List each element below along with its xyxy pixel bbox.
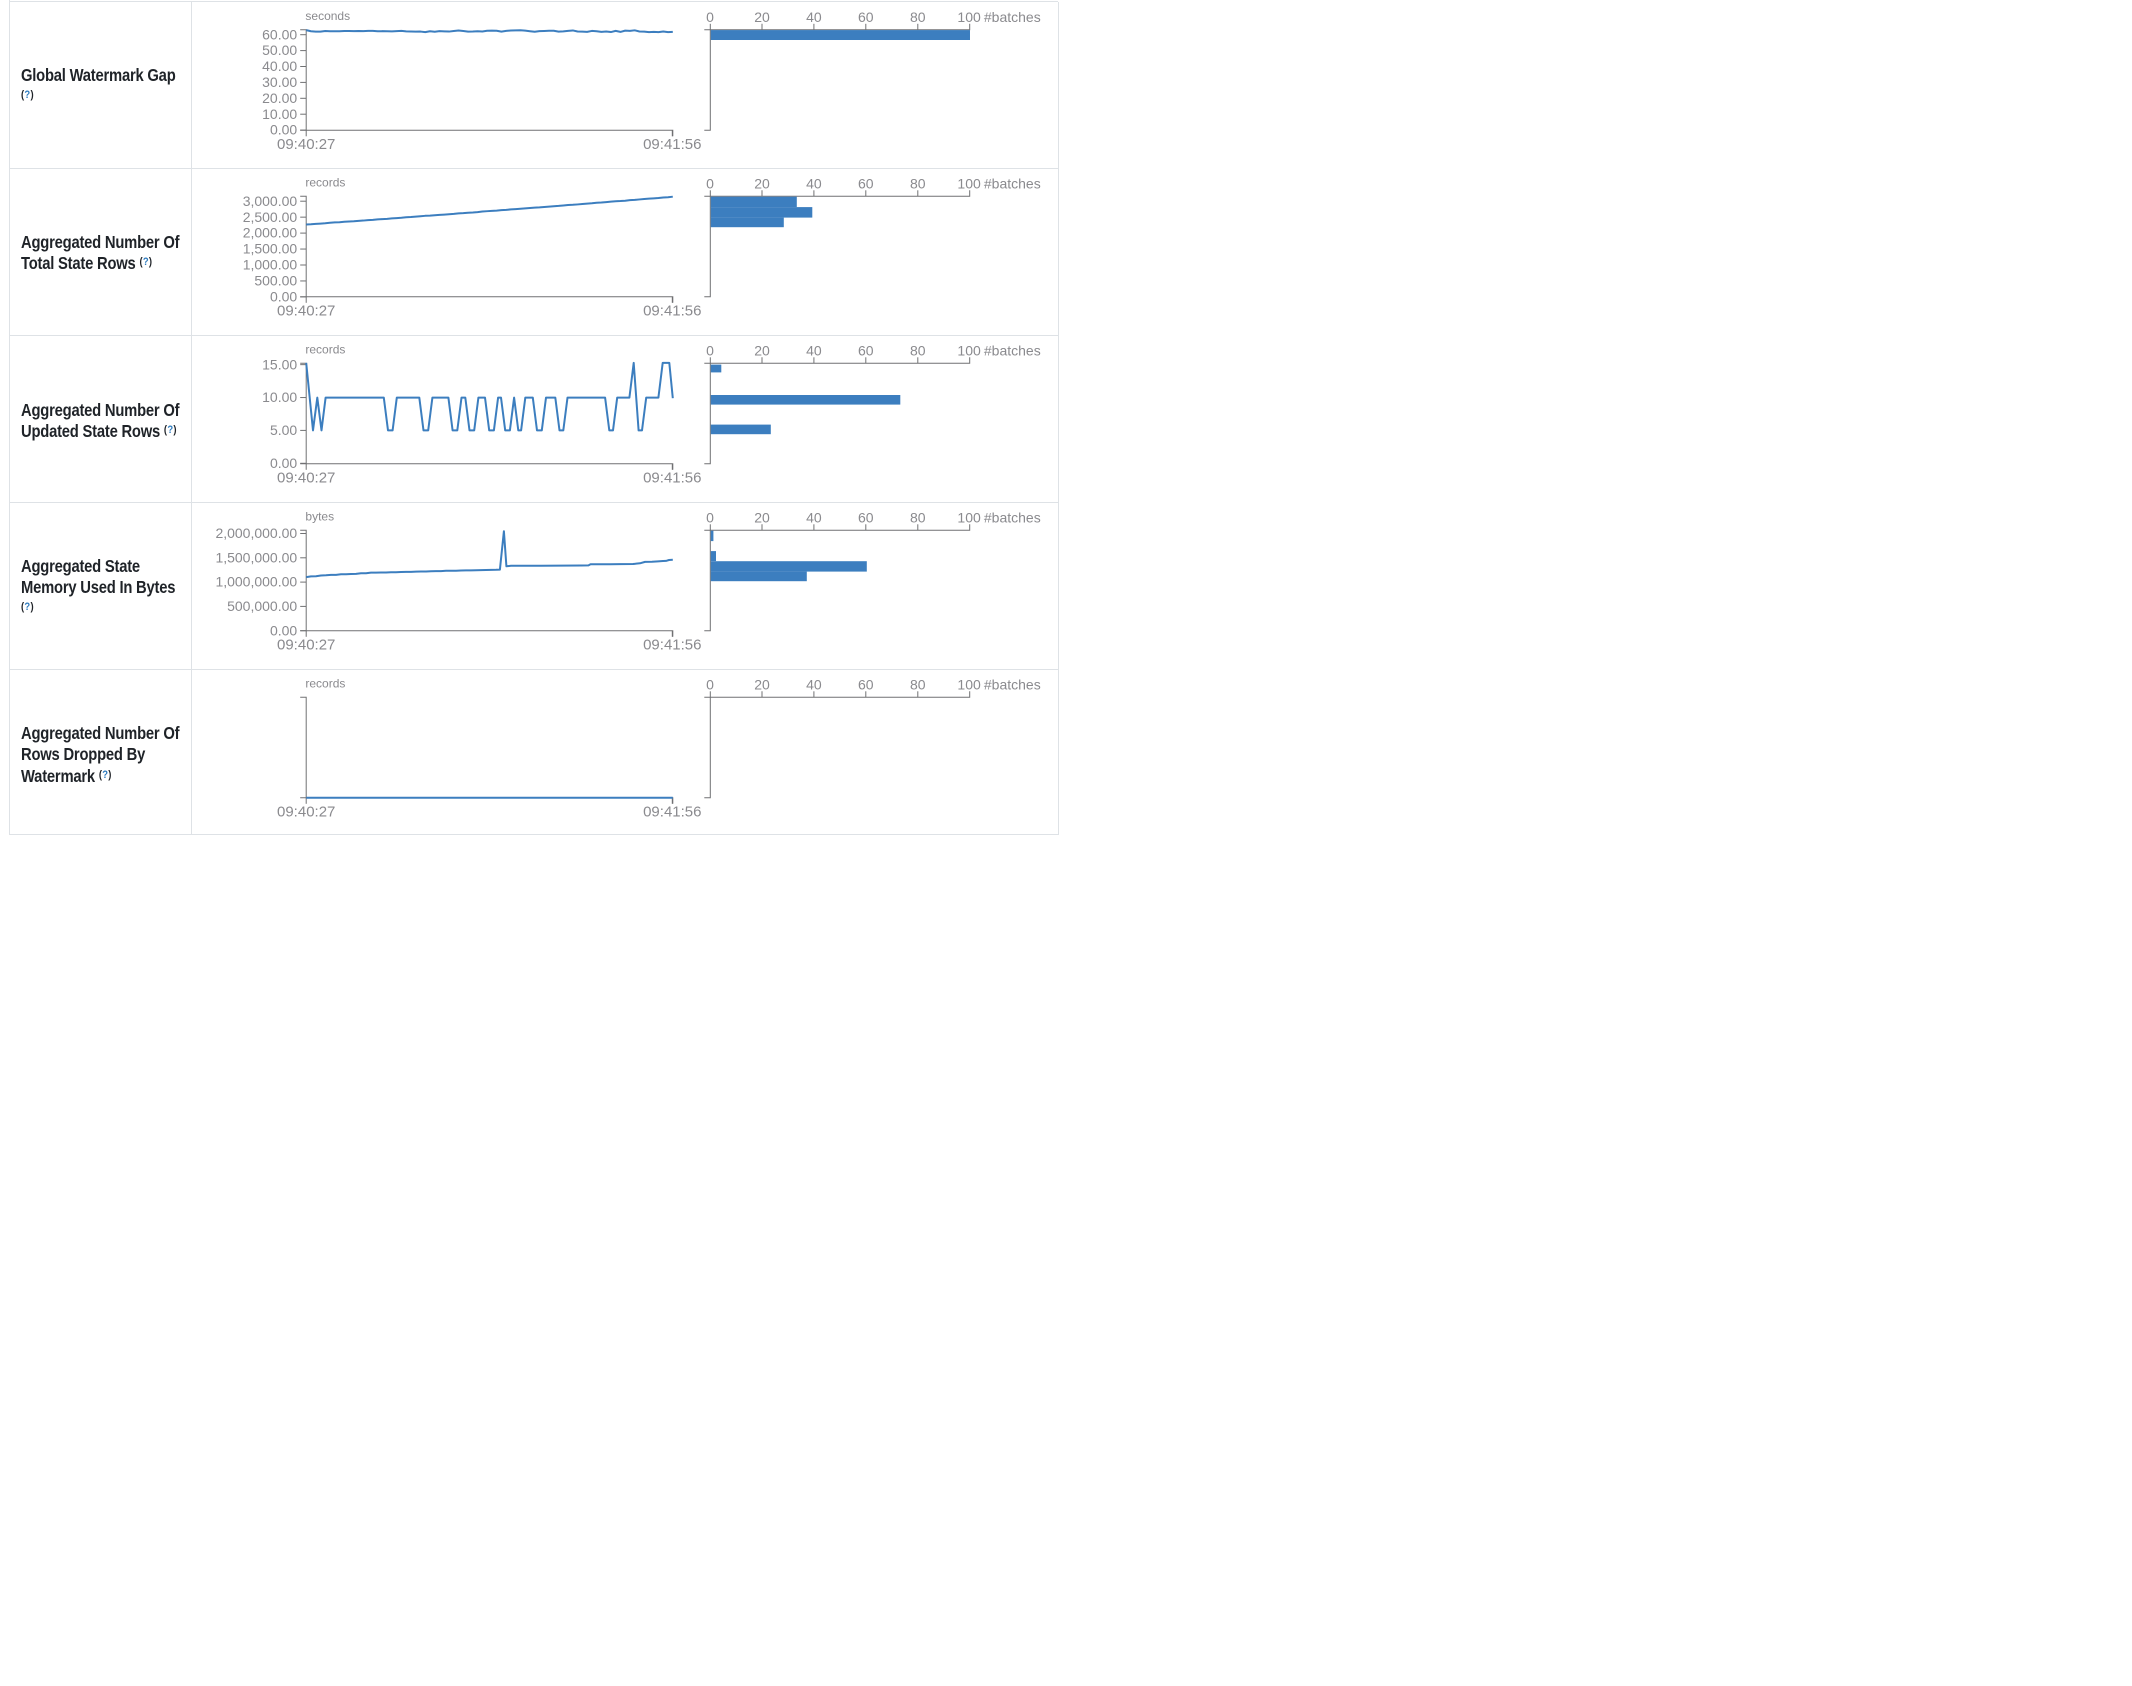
svg-text:80: 80 xyxy=(910,9,926,25)
svg-text:records: records xyxy=(305,343,345,357)
svg-text:5.00: 5.00 xyxy=(270,422,297,438)
svg-text:09:40:27: 09:40:27 xyxy=(277,303,335,320)
svg-text:40: 40 xyxy=(806,175,822,191)
svg-text:0: 0 xyxy=(706,9,714,25)
svg-text:60: 60 xyxy=(858,342,874,358)
svg-text:0.00: 0.00 xyxy=(270,455,297,471)
svg-text:0.00: 0.00 xyxy=(270,122,297,138)
svg-text:0.00: 0.00 xyxy=(270,622,297,638)
svg-text:1,500,000.00: 1,500,000.00 xyxy=(215,549,297,565)
svg-text:2,000.00: 2,000.00 xyxy=(243,225,298,241)
svg-text:60: 60 xyxy=(858,509,874,525)
svg-text:2,500.00: 2,500.00 xyxy=(243,209,298,225)
svg-text:09:40:27: 09:40:27 xyxy=(277,637,335,654)
svg-text:20: 20 xyxy=(754,676,770,692)
svg-text:80: 80 xyxy=(910,175,926,191)
svg-text:60.00: 60.00 xyxy=(262,26,297,42)
svg-text:0: 0 xyxy=(706,175,714,191)
svg-text:40: 40 xyxy=(806,509,822,525)
svg-text:#batches: #batches xyxy=(984,9,1041,25)
svg-text:20.00: 20.00 xyxy=(262,90,297,106)
svg-text:09:40:27: 09:40:27 xyxy=(277,470,335,487)
svg-text:15.00: 15.00 xyxy=(262,356,297,372)
svg-text:0.00: 0.00 xyxy=(270,289,297,305)
svg-text:#batches: #batches xyxy=(984,676,1041,692)
svg-text:20: 20 xyxy=(754,9,770,25)
svg-text:100: 100 xyxy=(957,342,981,358)
svg-text:60: 60 xyxy=(858,9,874,25)
svg-text:09:41:56: 09:41:56 xyxy=(643,303,701,320)
svg-text:09:40:27: 09:40:27 xyxy=(277,136,335,153)
svg-text:20: 20 xyxy=(754,509,770,525)
svg-text:09:41:56: 09:41:56 xyxy=(643,637,701,654)
svg-text:09:40:27: 09:40:27 xyxy=(277,804,335,821)
svg-text:30.00: 30.00 xyxy=(262,74,297,90)
svg-text:3,000.00: 3,000.00 xyxy=(243,193,298,209)
svg-text:1,000.00: 1,000.00 xyxy=(243,257,298,273)
svg-text:1,000,000.00: 1,000,000.00 xyxy=(215,574,297,590)
svg-text:0: 0 xyxy=(706,342,714,358)
svg-text:10.00: 10.00 xyxy=(262,106,297,122)
svg-text:60: 60 xyxy=(858,676,874,692)
svg-text:100: 100 xyxy=(957,509,981,525)
svg-text:#batches: #batches xyxy=(984,509,1041,525)
svg-text:100: 100 xyxy=(957,175,981,191)
svg-text:#batches: #batches xyxy=(984,342,1041,358)
svg-text:seconds: seconds xyxy=(305,9,350,23)
svg-text:records: records xyxy=(305,176,345,190)
svg-text:0: 0 xyxy=(706,676,714,692)
svg-text:100: 100 xyxy=(957,9,981,25)
svg-text:0: 0 xyxy=(706,509,714,525)
svg-text:20: 20 xyxy=(754,342,770,358)
svg-text:20: 20 xyxy=(754,175,770,191)
svg-text:2,000,000.00: 2,000,000.00 xyxy=(215,525,297,541)
svg-text:500.00: 500.00 xyxy=(254,273,297,289)
svg-text:bytes: bytes xyxy=(305,510,334,524)
svg-text:40: 40 xyxy=(806,9,822,25)
svg-text:09:41:56: 09:41:56 xyxy=(643,804,701,821)
svg-text:80: 80 xyxy=(910,676,926,692)
svg-text:40.00: 40.00 xyxy=(262,58,297,74)
svg-text:09:41:56: 09:41:56 xyxy=(643,136,701,153)
svg-text:09:41:56: 09:41:56 xyxy=(643,470,701,487)
svg-text:60: 60 xyxy=(858,175,874,191)
svg-text:40: 40 xyxy=(806,676,822,692)
svg-text:records: records xyxy=(305,677,345,691)
svg-text:500,000.00: 500,000.00 xyxy=(227,598,297,614)
svg-text:80: 80 xyxy=(910,509,926,525)
svg-text:80: 80 xyxy=(910,342,926,358)
svg-text:100: 100 xyxy=(957,676,981,692)
svg-text:#batches: #batches xyxy=(984,175,1041,191)
svg-text:50.00: 50.00 xyxy=(262,42,297,58)
svg-text:1,500.00: 1,500.00 xyxy=(243,241,298,257)
svg-text:10.00: 10.00 xyxy=(262,389,297,405)
svg-text:40: 40 xyxy=(806,342,822,358)
